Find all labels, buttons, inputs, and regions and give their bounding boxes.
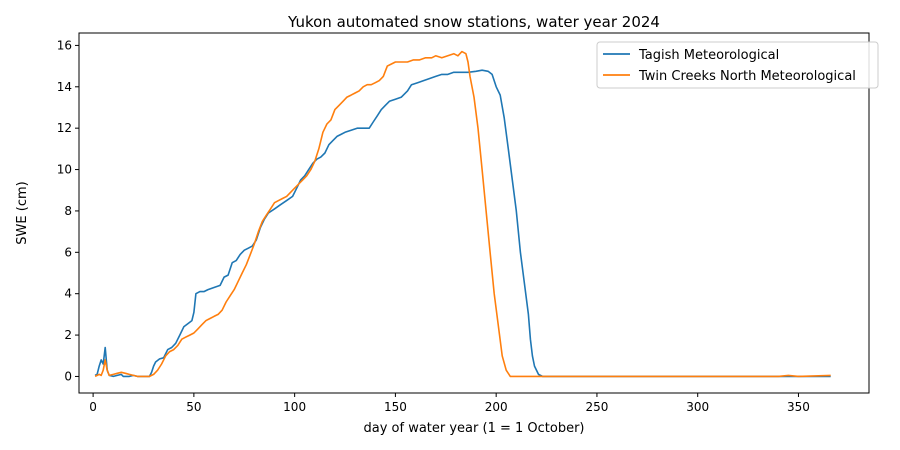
x-tick-label: 50	[186, 400, 201, 414]
legend: Tagish Meteorological Twin Creeks North M…	[596, 41, 879, 89]
plot-area	[94, 50, 831, 378]
x-tick-label: 0	[89, 400, 97, 414]
series-line-1	[94, 69, 831, 378]
series-line-2	[94, 50, 831, 378]
y-tick-label: 0	[64, 369, 72, 383]
y-axis: 0 2 4 6 8 10 12 14 16	[57, 38, 79, 383]
x-tick-label: 150	[384, 400, 407, 414]
x-tick-label: 300	[686, 400, 709, 414]
y-tick-label: 2	[64, 328, 72, 342]
x-axis-label: day of water year (1 = 1 October)	[363, 421, 584, 436]
chart-title: Yukon automated snow stations, water yea…	[287, 13, 660, 31]
x-axis: 0 50 100 150 200 250 300 350	[89, 393, 810, 414]
x-tick-label: 100	[283, 400, 306, 414]
y-tick-label: 8	[64, 204, 72, 218]
y-tick-label: 6	[64, 245, 72, 259]
x-tick-label: 200	[485, 400, 508, 414]
y-tick-label: 10	[57, 163, 72, 177]
x-tick-label: 250	[585, 400, 608, 414]
legend-box	[596, 41, 879, 89]
y-tick-label: 4	[64, 287, 72, 301]
y-axis-label: SWE (cm)	[15, 181, 30, 244]
x-tick-label: 350	[787, 400, 810, 414]
legend-label-2: Twin Creeks North Meteorological	[638, 69, 856, 84]
y-tick-label: 12	[57, 121, 72, 135]
y-tick-label: 14	[57, 80, 72, 94]
legend-label-1: Tagish Meteorological	[638, 48, 779, 63]
plot-frame	[78, 32, 870, 394]
y-tick-label: 16	[57, 38, 72, 52]
